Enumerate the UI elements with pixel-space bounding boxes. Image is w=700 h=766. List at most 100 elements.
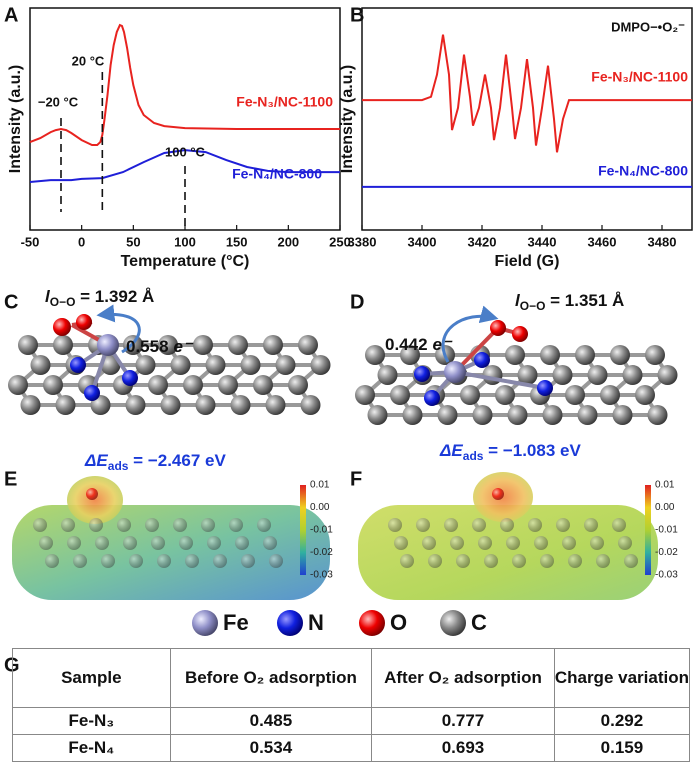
atom [213, 554, 227, 568]
panel-label: E [4, 468, 17, 490]
atom [495, 385, 515, 405]
bond-symbol: l [515, 291, 521, 310]
atom [400, 554, 414, 568]
atom [657, 365, 678, 385]
table-cell: Fe-N₃ [12, 707, 171, 735]
atom [568, 554, 582, 568]
atom [8, 375, 28, 395]
atom [575, 345, 595, 365]
colorbar-label: -0.02 [310, 547, 333, 558]
colorbar-label: -0.03 [310, 570, 333, 581]
atom [195, 395, 216, 415]
atom [235, 536, 249, 550]
atom [505, 345, 525, 365]
header-cell: Before O₂ adsorption [169, 648, 373, 708]
atom [230, 395, 251, 415]
x-axis-label: Field (G) [495, 253, 560, 270]
atom [229, 518, 243, 532]
colorbar-label: -0.01 [310, 525, 333, 536]
atom [556, 518, 570, 532]
atom [95, 536, 109, 550]
atom [33, 518, 47, 532]
colorbar-label: 0.00 [655, 502, 675, 513]
atom [129, 554, 143, 568]
atom [86, 488, 98, 500]
colorbar [300, 485, 306, 575]
legend-atom [192, 610, 218, 636]
atom [512, 326, 528, 342]
atom [444, 361, 466, 383]
x-tick-label: 3400 [408, 234, 437, 249]
atom [482, 365, 503, 385]
colorbar-label: -0.02 [655, 547, 678, 558]
atom [388, 518, 402, 532]
atom [288, 375, 308, 395]
energy-symbol: ΔE [439, 441, 463, 460]
atom [416, 518, 430, 532]
x-tick-label: 50 [126, 234, 140, 249]
table-cell: 0.159 [553, 734, 691, 762]
atom [635, 385, 655, 405]
atom [537, 380, 553, 396]
colorbar-label: 0.01 [310, 480, 330, 491]
atom [241, 554, 255, 568]
atom [240, 355, 261, 375]
colorbar-label: 0.01 [655, 480, 675, 491]
atom [622, 365, 643, 385]
atom [53, 335, 73, 355]
atom [587, 365, 608, 385]
bond-value: = 1.392 Å [75, 287, 154, 306]
table-cell: 0.693 [371, 734, 555, 762]
atom [507, 405, 528, 425]
atom [512, 554, 526, 568]
atom [624, 554, 638, 568]
atom [61, 518, 75, 532]
panel-label: F [350, 468, 362, 490]
atom [450, 536, 464, 550]
atom [490, 320, 506, 336]
atom [300, 395, 321, 415]
atom [596, 554, 610, 568]
legend-atom [277, 610, 303, 636]
atom [600, 385, 620, 405]
energy-subscript: ads [108, 459, 129, 473]
atom [612, 518, 626, 532]
atom [257, 518, 271, 532]
charge-transfer: 0.558 e⁻ [126, 337, 194, 356]
panel-label: C [4, 291, 18, 313]
x-tick-label: 3480 [648, 234, 677, 249]
x-tick-label: 250 [329, 234, 351, 249]
atom [73, 554, 87, 568]
atom [201, 518, 215, 532]
bond-length: lO−O = 1.392 Å [45, 287, 154, 309]
esp-surface [12, 505, 330, 600]
atom [151, 536, 165, 550]
panel-label: B [350, 4, 364, 26]
atom [428, 554, 442, 568]
series-line [29, 149, 340, 183]
header-cell: Sample [12, 648, 171, 708]
table-row: Fe-N₄ 0.534 0.693 0.159 [12, 734, 691, 762]
atom [444, 518, 458, 532]
atom [70, 357, 86, 373]
atom [89, 518, 103, 532]
colorbar-label: 0.00 [310, 502, 330, 513]
x-tick-label: 3440 [528, 234, 557, 249]
atom [123, 536, 137, 550]
atom [500, 518, 514, 532]
adsorption-energy: ΔEads = −1.083 eV [439, 441, 581, 463]
atom [456, 554, 470, 568]
atom [565, 385, 585, 405]
legend-label: C [471, 610, 487, 635]
colorbar-label: -0.03 [655, 570, 678, 581]
atom [117, 518, 131, 532]
bond-symbol: l [45, 287, 51, 306]
esp-surface [358, 505, 658, 600]
atom [310, 355, 331, 375]
atom [125, 395, 146, 415]
atom [645, 345, 665, 365]
atom [577, 405, 598, 425]
atom [53, 318, 71, 336]
legend-label: O [390, 610, 407, 635]
atom [275, 355, 296, 375]
